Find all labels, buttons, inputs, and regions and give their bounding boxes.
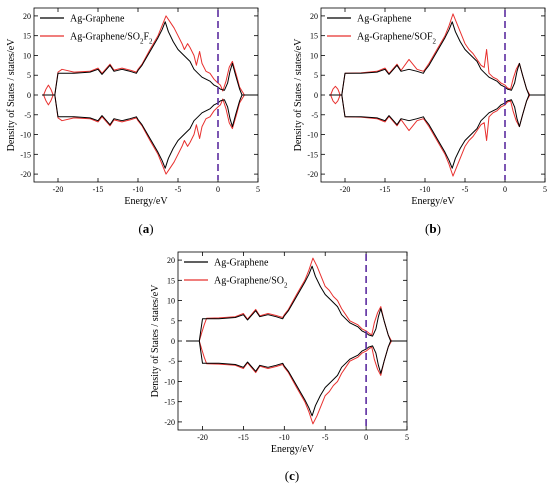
legend-label: Ag-Graphene/SOF2	[357, 32, 437, 46]
x-tick-label: -15	[380, 185, 391, 194]
x-tick-label: 5	[543, 185, 547, 194]
panel-caption: (b)	[425, 221, 441, 236]
series-line-up	[42, 21, 258, 96]
y-tick-label: -10	[20, 131, 31, 140]
y-tick-label: 0	[27, 91, 31, 100]
series-line-down	[329, 94, 545, 169]
series-line-down	[186, 340, 407, 417]
y-axis-label: Density of States / states/eV	[293, 38, 304, 152]
x-tick-label: 0	[364, 433, 368, 442]
x-tick-label: -5	[462, 185, 469, 194]
y-tick-label: -5	[311, 111, 318, 120]
x-axis-label: Energy/eV	[124, 196, 168, 207]
y-tick-label: -20	[20, 170, 31, 179]
y-tick-label: 20	[23, 12, 31, 21]
legend-label: Ag-Graphene/SO2	[214, 276, 288, 290]
y-tick-label: 20	[167, 256, 175, 265]
series-line-up	[186, 257, 407, 342]
y-tick-label: 15	[23, 32, 31, 41]
y-tick-label: -10	[307, 131, 318, 140]
series-line-up	[186, 265, 407, 342]
y-tick-label: -20	[164, 418, 175, 427]
y-tick-label: -15	[164, 398, 175, 407]
legend-label: Ag-Graphene	[214, 258, 269, 269]
y-tick-label: 20	[310, 12, 318, 21]
y-tick-label: 10	[167, 297, 175, 306]
y-tick-label: -15	[20, 150, 31, 159]
y-tick-label: 5	[27, 71, 31, 80]
legend-label: Ag-Graphene	[70, 14, 125, 25]
series-line-up	[329, 21, 545, 96]
y-tick-label: -15	[307, 150, 318, 159]
panel-caption: (a)	[138, 221, 153, 236]
x-tick-label: -10	[133, 185, 144, 194]
series-line-down	[329, 94, 545, 177]
x-tick-label: -5	[175, 185, 182, 194]
x-tick-label: 0	[216, 185, 220, 194]
panel-caption: (c)	[285, 468, 299, 483]
plot-frame	[320, 7, 546, 183]
x-tick-label: -20	[197, 433, 208, 442]
panel-a: -20 -15 -10 -5 0 5 -20 -15 -10 -5 0 5 10 15 20 Energy/e…	[6, 7, 260, 236]
x-tick-label: -5	[322, 433, 329, 442]
legend-label: Ag-Graphene/SO2F2	[70, 32, 153, 46]
y-axis-label: Density of States / states/eV	[6, 38, 17, 152]
y-tick-label: -5	[24, 111, 31, 120]
x-axis-label: Energy/eV	[411, 196, 455, 207]
y-tick-label: 15	[167, 276, 175, 285]
x-tick-label: -20	[53, 185, 64, 194]
x-tick-label: -20	[340, 185, 351, 194]
y-tick-label: 5	[314, 71, 318, 80]
y-tick-label: -5	[168, 357, 175, 366]
y-tick-label: -20	[307, 170, 318, 179]
series-line-up	[329, 13, 545, 96]
x-tick-label: -10	[279, 433, 290, 442]
y-axis-label: Density of States / states/eV	[150, 284, 161, 398]
series-line-down	[42, 94, 258, 175]
x-axis-label: Energy/eV	[271, 444, 315, 455]
y-tick-label: 5	[171, 317, 175, 326]
series-line-down	[186, 340, 407, 425]
y-tick-label: 15	[310, 32, 318, 41]
x-tick-label: -15	[238, 433, 249, 442]
panel-c: -20 -15 -10 -5 0 5 -20 -15 -10 -5 0 5 10 15 20 Energy/e…	[150, 251, 409, 483]
series-line-down	[42, 94, 258, 169]
x-tick-label: -10	[420, 185, 431, 194]
plot-frame	[177, 251, 408, 431]
x-tick-label: 0	[503, 185, 507, 194]
y-tick-label: 10	[23, 51, 31, 60]
legend-label: Ag-Graphene	[357, 14, 412, 25]
y-tick-label: 0	[171, 337, 175, 346]
y-tick-label: 10	[310, 51, 318, 60]
x-tick-label: -15	[93, 185, 104, 194]
x-tick-label: 5	[405, 433, 409, 442]
y-tick-label: -10	[164, 377, 175, 386]
series-line-up	[42, 15, 258, 96]
x-tick-label: 5	[256, 185, 260, 194]
y-tick-label: 0	[314, 91, 318, 100]
panel-b: -20 -15 -10 -5 0 5 -20 -15 -10 -5 0 5 10 15 20 Energy/e…	[293, 7, 547, 236]
